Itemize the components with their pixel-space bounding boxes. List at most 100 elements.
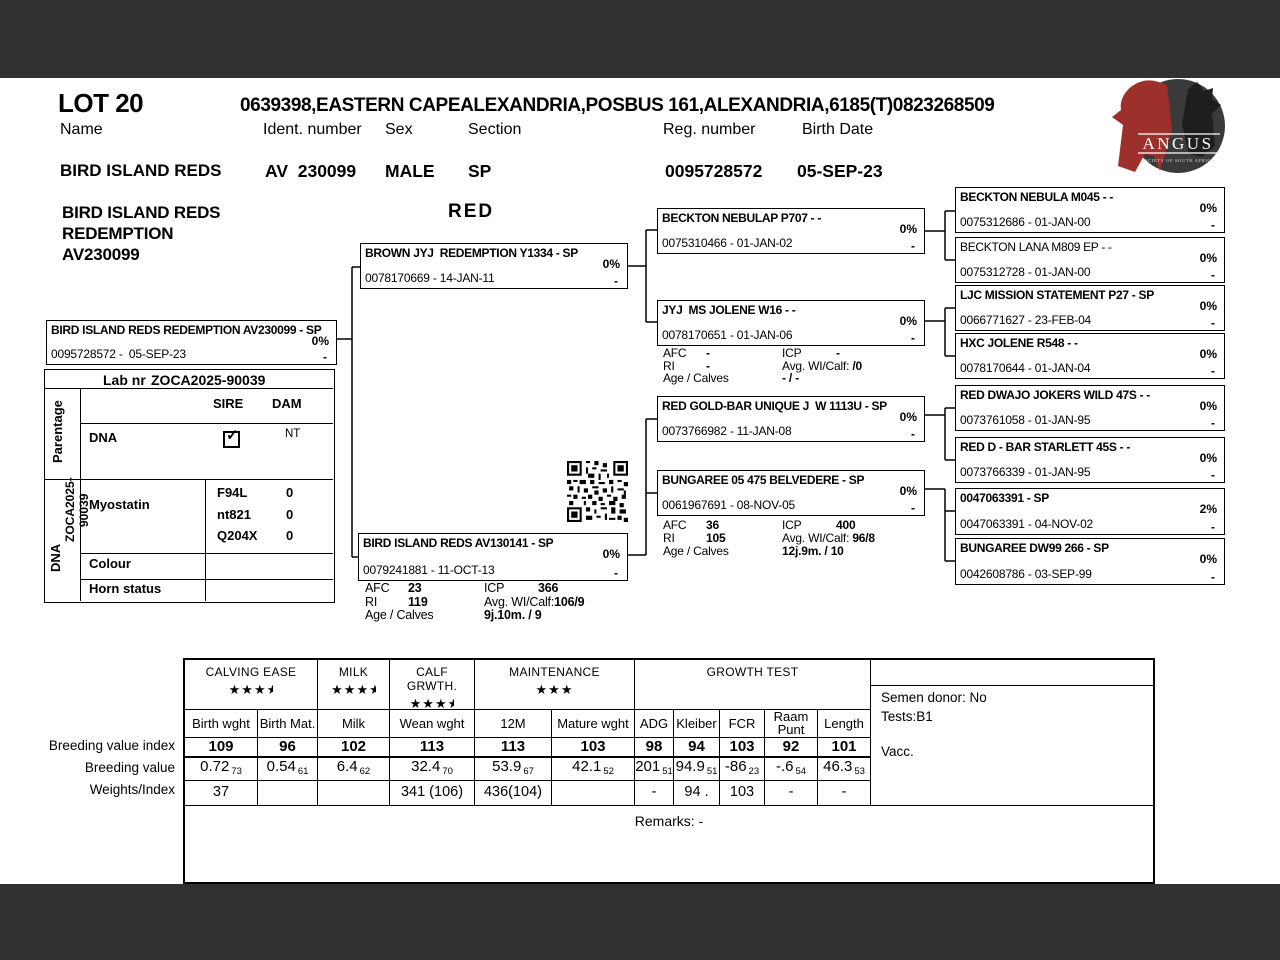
animal-id: 0066771627 - 23-FEB-04 [960,313,1092,327]
dna-row-label: DNA [89,430,118,445]
star-rating: ★★★★ [331,682,376,697]
col-header: Wean wght [390,709,475,737]
inbreeding-pct: 0% [1199,399,1217,413]
inbreeding-pct: 0% [1199,299,1217,313]
weight-value [552,780,635,805]
dam-column-header: DAM [272,396,302,411]
animal-id: 0073766339 - 01-JAN-95 [960,465,1091,479]
dna-vertical-label: DNA [48,543,63,573]
bv-value: 0.72 [200,758,230,775]
myostatin-label: Myostatin [89,497,150,512]
inbreeding-pct: 0% [899,410,917,424]
breeder-address: 0639398,EASTERN CAPEALEXANDRIA,POSBUS 16… [240,95,995,116]
ri-label: RI [663,358,675,373]
animal-title: HXC JOLENE R548 - - [960,336,1078,350]
field-label-birth: Birth Date [802,121,874,138]
animal-id: 0075310466 - 01-JAN-02 [662,236,793,250]
animal-title: LJC MISSION STATEMENT P27 - SP [960,288,1154,302]
dash-value: - [911,501,915,515]
animal-title: JYJ MS JOLENE W16 - - [662,303,796,317]
group-milk: MILK ★★★★ [318,660,390,709]
inbreeding-pct: 0% [1199,451,1217,465]
dash-value: - [1211,468,1215,482]
icp-label: ICP [484,581,505,595]
animal-id: 0075312728 - 01-JAN-00 [960,265,1091,279]
age-calves-label: Age / Calves [663,371,729,385]
dash-value: - [911,331,915,345]
field-value-sex: MALE [385,161,435,181]
bv-accuracy: 62 [359,766,371,777]
dam-dam-fertility-stats: AFC 36 ICP 400 RI 105 Avg. WI/Calf: 96/8… [661,518,927,558]
pedigree-card-sire-sire: BECKTON NEBULAP P707 - - 0% 0075310466 -… [657,208,925,254]
bv-value: 32.4 [411,758,441,775]
group-header-row: CALVING EASE ★★★★ MILK ★★★★ CALF GRWTH. … [185,660,871,711]
semen-donor: Semen donor: No [881,690,987,705]
afc-value: - [706,346,710,360]
index-value: 113 [475,737,552,756]
animal-title: BUNGAREE 05 475 BELVEDERE - SP [662,473,865,487]
col-header: Length [824,715,864,731]
animal-id: 0078170669 - 14-JAN-11 [365,271,495,285]
weight-value: - [765,780,818,805]
dash-value: - [1211,520,1215,534]
bv-accuracy: 23 [748,766,760,777]
col-header: Kleiber [674,709,720,737]
bv-value: 42.1 [572,758,602,775]
field-label-section: Section [468,121,522,138]
pedigree-card-gg8: BUNGAREE DW99 266 - SP 0% 0042608786 - 0… [955,538,1225,585]
dna-dam-value: NT [285,428,301,440]
animal-id: 0061967691 - 08-NOV-05 [662,498,796,512]
row-label-index: Breeding value index [48,738,175,753]
animal-id: 0078170651 - 01-JAN-06 [662,328,793,342]
weight-value: - [635,780,674,805]
inbreeding-pct: 0% [1199,201,1217,215]
field-value-birth: 05-SEP-23 [797,161,883,181]
bv-value: 0.54 [266,758,296,775]
icp-value: 366 [538,581,559,595]
wi-value: /0 [849,358,862,373]
index-value: 98 [635,737,674,756]
qr-code [567,461,628,522]
dash-value: - [1211,316,1215,330]
animal-title: BIRD ISLAND REDS AV130141 - SP [363,536,554,550]
age-calves-value: - / - [782,371,799,385]
pedigree-card-gg4: HXC JOLENE R548 - - 0% 0078170644 - 01-J… [955,333,1225,379]
bv-accuracy: 53 [854,766,865,777]
icp-value: 400 [836,518,856,532]
animal-id: 0078170644 - 01-JAN-04 [960,361,1091,375]
bv-value: 94.9 [675,758,705,775]
dash-value: - [1211,268,1215,282]
bv-value: 201 [635,758,661,775]
afc-label: AFC [365,581,390,595]
afc-label: AFC [663,346,687,360]
bv-accuracy: 54 [795,766,807,777]
col-header: Mature wght [552,709,635,737]
icp-label: ICP [782,518,802,532]
afc-value: 23 [408,581,422,595]
field-value-reg: 0095728572 [665,161,763,181]
colour-row-label: Colour [89,556,131,571]
ri-value: 119 [408,594,428,609]
afc-label: AFC [663,518,687,532]
animal-id: 0073766982 - 11-JAN-08 [662,424,792,438]
gene-name: Q204X [217,528,258,543]
animal-id: 0095728572 - 05-SEP-23 [51,347,186,361]
wi-value: 106/9 [554,594,585,609]
field-value-ident: AV 230099 [265,161,357,181]
index-value: 101 [831,738,857,755]
bv-value: -.6 [775,758,794,775]
bv-value: 46.3 [823,758,853,775]
zoca-vertical-label: ZOCA2025-90039 [63,477,91,543]
pedigree-card-sire: BROWN JYJ REDEMPTION Y1334 - SP 0% 00781… [360,243,628,289]
row-label-weights: Weights/Index [89,782,175,797]
gene-value: 0 [286,485,294,500]
animal-title: RED DWAJO JOKERS WILD 47S - - [960,388,1150,402]
field-label-reg: Reg. number [663,121,756,138]
field-label-sex: Sex [385,121,413,138]
group-maintenance: MAINTENANCE ★★★ [475,660,635,709]
col-header: Milk [318,709,390,737]
dash-value: - [323,350,327,364]
gene-name: nt821 [217,507,251,522]
dam-fertility-stats: AFC 23 ICP 366 RI 119 Avg. WI/Calf:106/9… [363,581,629,622]
column-header-row: Birth wght Birth Mat. Milk Wean wght 12M… [185,709,871,738]
